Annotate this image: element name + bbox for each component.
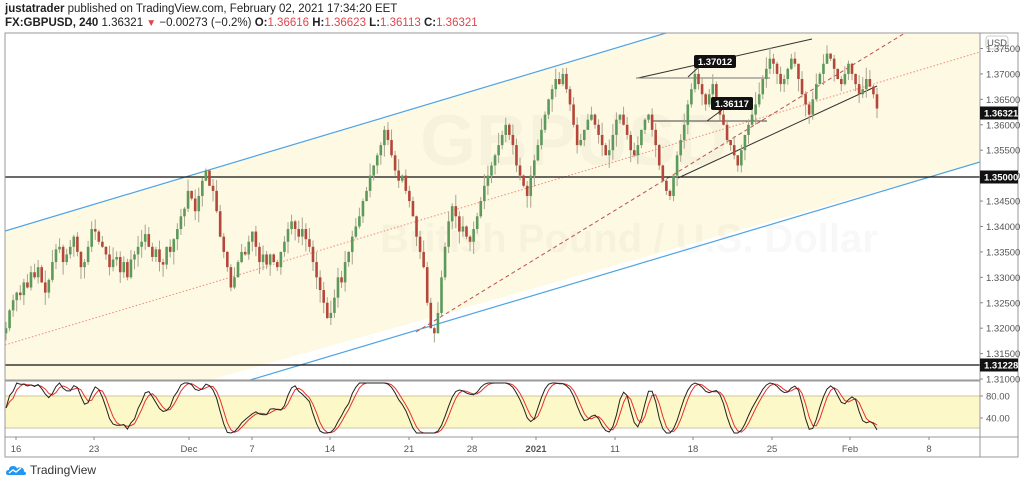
channel-fill: [5, 33, 980, 380]
time-tick-label: 25: [767, 444, 778, 455]
time-tick-label: Dec: [181, 444, 198, 455]
time-tick-label: Feb: [842, 444, 858, 455]
channel-midline[interactable]: [5, 51, 980, 346]
oscillator-tick-label: 80.00: [986, 392, 1010, 403]
price-tick-label: 1.34000: [986, 222, 1020, 233]
price-pane[interactable]: GBPUSD British Pound / U.S. Dollar 1.370…: [4, 32, 981, 438]
oscillator-band: [5, 396, 980, 428]
currency-button[interactable]: [985, 35, 1009, 50]
price-tick-label: 1.32000: [986, 324, 1020, 335]
time-tick-label: 7: [249, 444, 254, 455]
tradingview-cloud-icon: [6, 466, 26, 475]
time-axis[interactable]: 16 23 Dec 7 14 21 28 2021 11 18 25 Feb 8: [4, 436, 981, 458]
time-tick-label: 8: [926, 444, 931, 455]
price-tick-label: 1.36500: [986, 95, 1020, 106]
high-value: 1.36623: [324, 17, 366, 29]
price-tick-label: 1.37500: [986, 44, 1020, 55]
time-tick-label: 23: [89, 444, 100, 455]
price-change: −0.00273 (−0.2%): [159, 17, 252, 29]
price-axis[interactable]: USD 1.37500 1.37000 1.36500 1.36000 1.35500 1…: [979, 32, 1020, 458]
symbol-legend: FX:GBPUSD, 240 1.36321 ▼ −0.00273 (−0.2%…: [5, 17, 478, 29]
time-tick-label: 14: [325, 444, 336, 455]
price-tag-label: 1.31228: [984, 361, 1018, 372]
tradingview-logo[interactable]: TradingView: [6, 463, 96, 477]
price-tag-label: 1.36321: [984, 109, 1019, 120]
price-tick-label: 1.31500: [986, 349, 1020, 360]
open-label: O:: [254, 17, 268, 29]
channel-upper-line[interactable]: [5, 33, 667, 232]
price-tick-label: 1.34500: [986, 197, 1020, 208]
price-tag-label: 1.35000: [984, 173, 1018, 184]
time-tick-label: 18: [688, 444, 699, 455]
stoch-k-line: [5, 382, 878, 434]
time-tick-label: 28: [467, 444, 478, 455]
candlesticks: [5, 45, 879, 343]
low-value: 1.36113: [380, 17, 421, 29]
last-price: 1.36321: [101, 17, 144, 29]
price-tick-label: 1.35500: [986, 146, 1020, 157]
price-tick-label: 1.37000: [986, 69, 1020, 80]
author-name[interactable]: justatrader: [5, 3, 65, 15]
time-tick-label: 16: [11, 444, 22, 455]
callout-high-text: 1.37012: [698, 57, 732, 68]
low-label: L:: [369, 17, 381, 29]
down-triangle-icon: ▼: [146, 18, 157, 29]
callout-1-36117[interactable]: 1.36117: [706, 97, 753, 122]
time-tick-label: 11: [610, 444, 620, 455]
price-tag: [980, 106, 1018, 120]
open-value: 1.36616: [267, 17, 310, 29]
price-tag: [980, 358, 1018, 372]
wedge-lower-line[interactable]: [677, 85, 878, 179]
price-tick-label: 1.36000: [986, 120, 1020, 131]
published-text: published on TradingView.com, February 0…: [67, 3, 398, 15]
stochastic-pane[interactable]: [4, 380, 981, 438]
close-label: C:: [423, 17, 437, 29]
oscillator-tick-label: 40.00: [986, 414, 1010, 425]
channel-lower-line[interactable]: [240, 161, 980, 383]
publish-info: justatrader published on TradingView.com…: [5, 3, 397, 15]
callout-1-37012[interactable]: 1.37012: [687, 55, 736, 78]
close-value: 1.36321: [436, 17, 478, 29]
price-tick-label: 1.33000: [986, 273, 1020, 284]
callout-low-text: 1.36117: [715, 99, 749, 110]
symbol-name: FX:GBPUSD, 240: [5, 17, 99, 29]
brand-name: TradingView: [30, 463, 97, 477]
currency-label: USD: [987, 38, 1007, 49]
price-tick-label: 1.33500: [986, 247, 1020, 258]
time-tick-label: 2021: [525, 444, 547, 455]
high-label: H:: [312, 17, 325, 29]
time-tick-label: 21: [404, 444, 415, 455]
price-tag: [980, 170, 1018, 184]
watermark-description: British Pound / U.S. Dollar: [380, 217, 878, 261]
price-tick-label: 1.31000: [986, 375, 1020, 386]
price-tick-label: 1.32500: [986, 298, 1020, 309]
